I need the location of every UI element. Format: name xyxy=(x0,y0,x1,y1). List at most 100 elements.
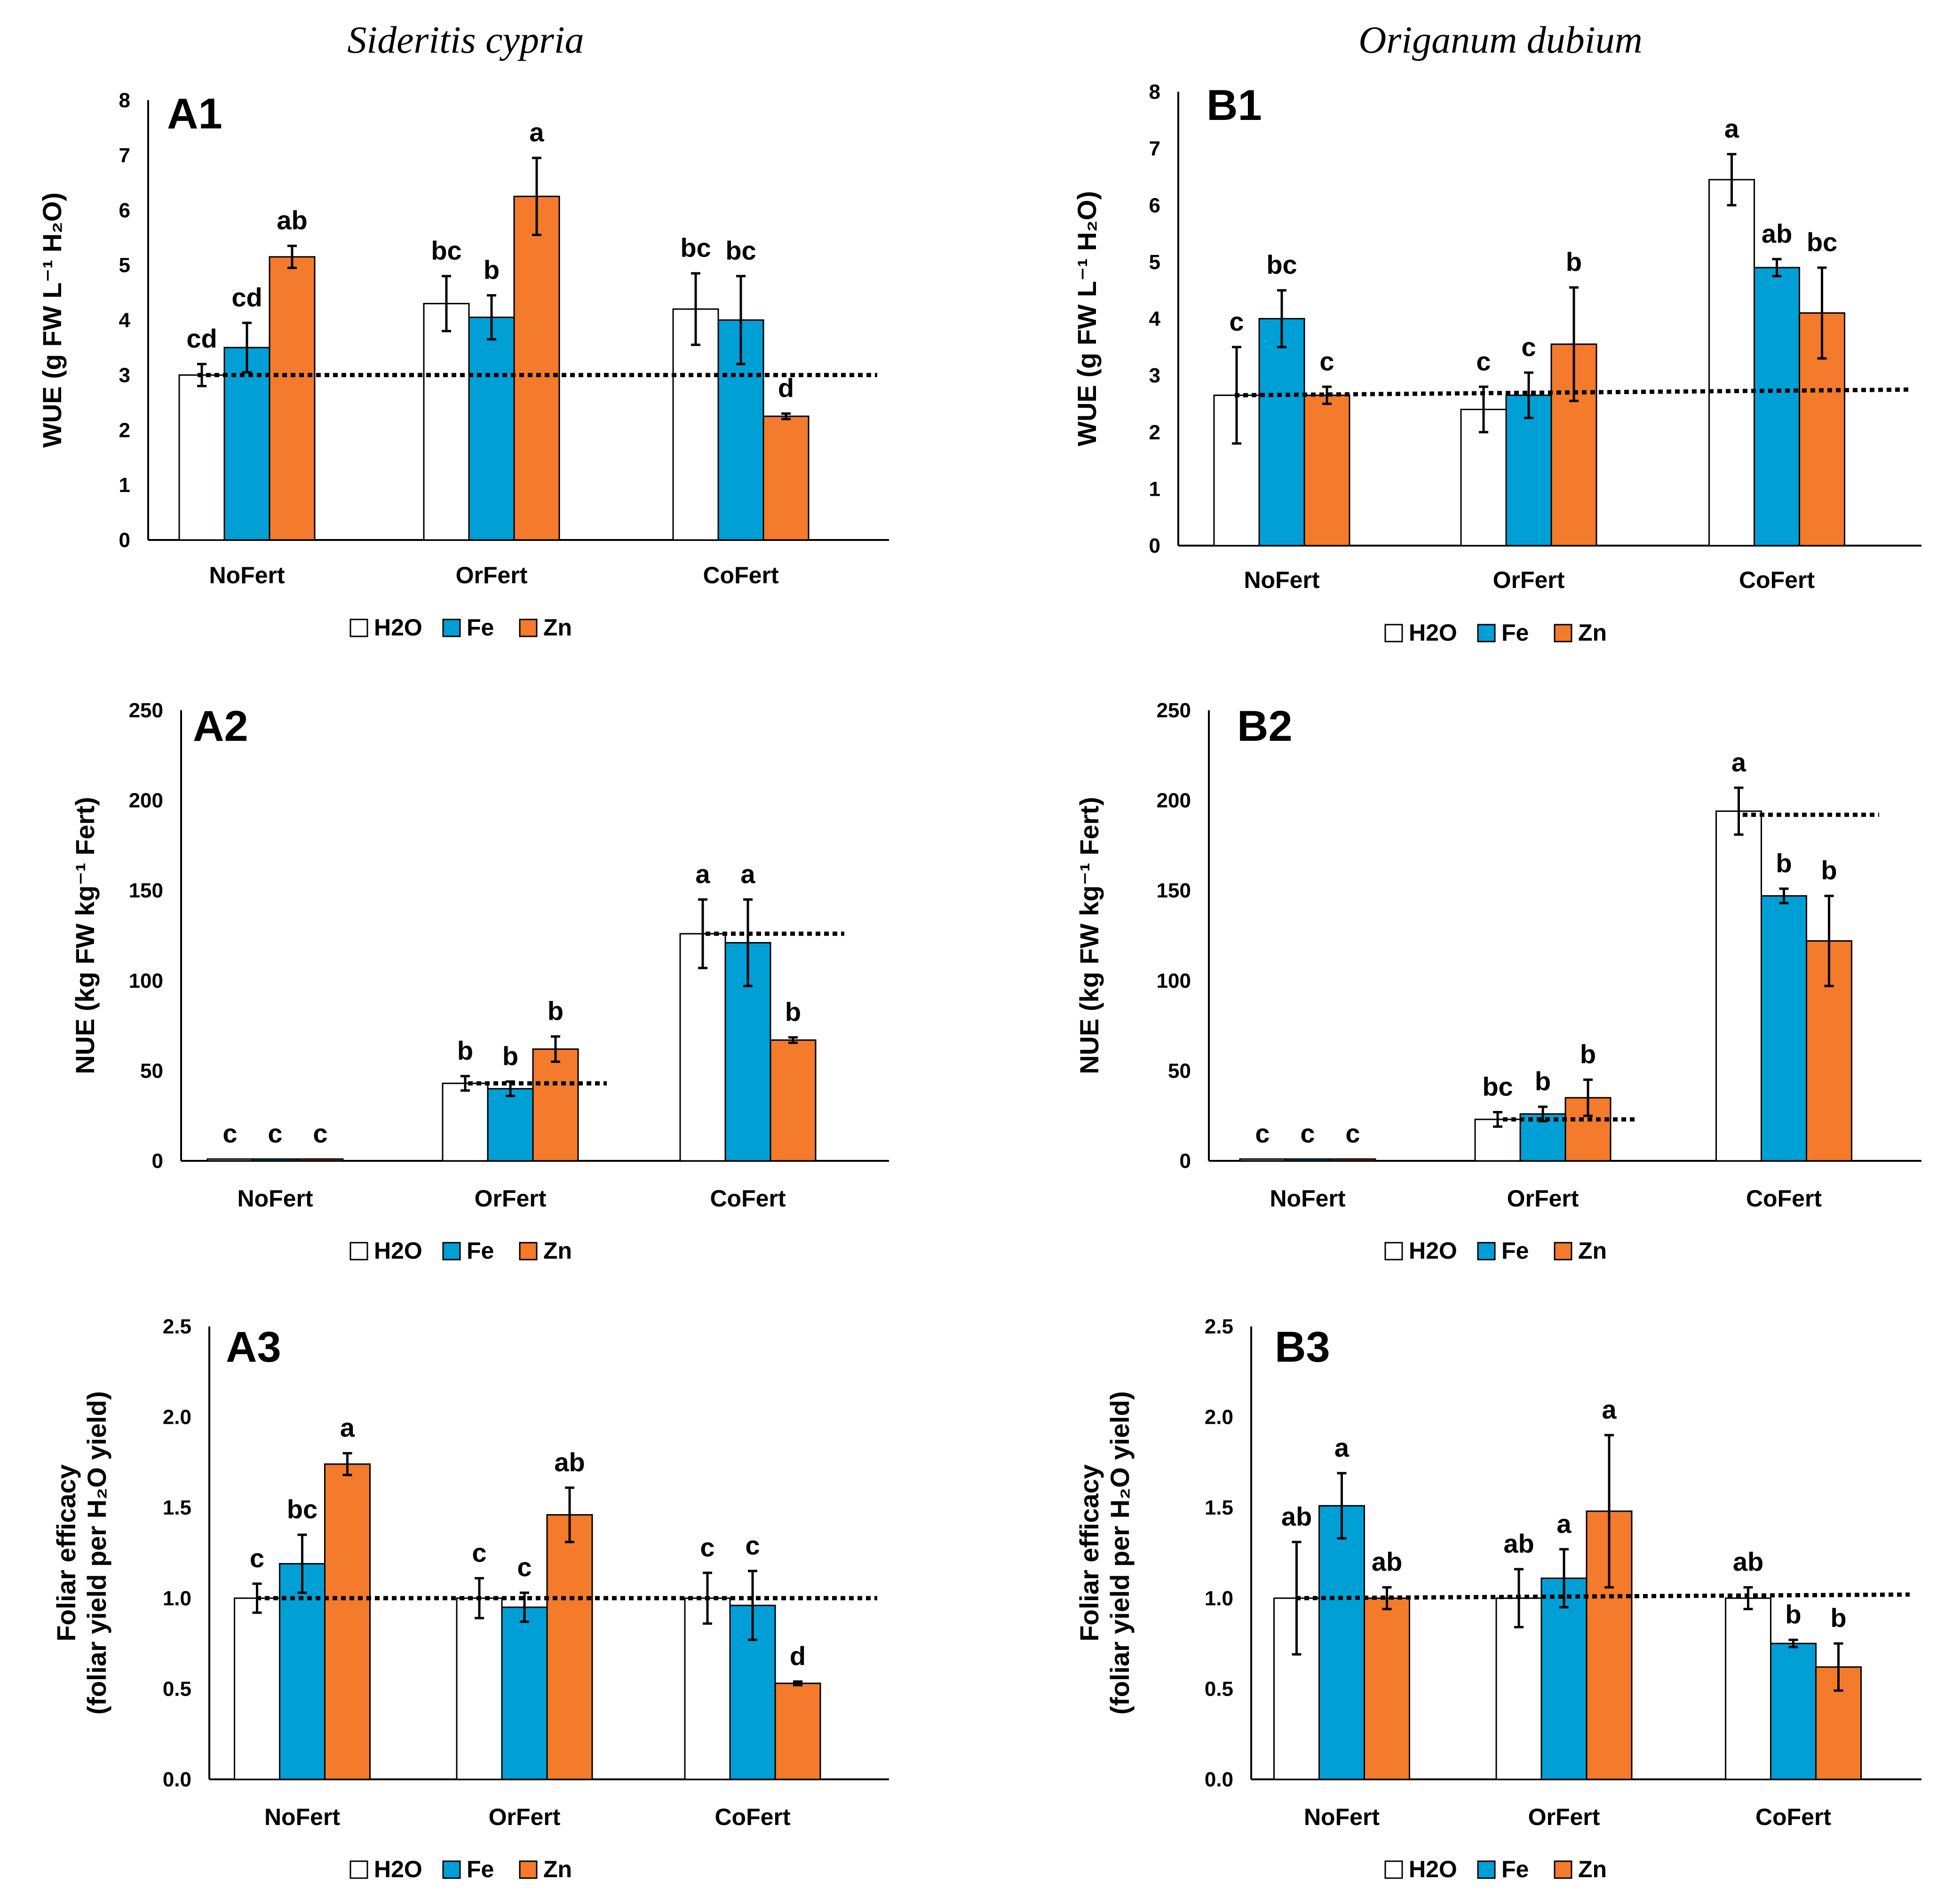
bar-zn-cofert xyxy=(774,1682,821,1780)
significance-letter: ab xyxy=(1503,1529,1534,1558)
y-tick-label: 2 xyxy=(1149,421,1160,444)
significance-letter: bc xyxy=(1266,250,1297,279)
significance-letter: d xyxy=(778,373,794,403)
y-tick-label: 100 xyxy=(129,969,163,992)
x-category-label: OrFert xyxy=(489,1804,561,1830)
legend-label-zn: Zn xyxy=(543,614,572,641)
legend-swatch-fe xyxy=(442,619,461,637)
legend-swatch-zn xyxy=(1554,624,1572,643)
y-tick-label: 1.0 xyxy=(1205,1587,1233,1610)
legend-label-h2o: H2O xyxy=(1409,1856,1457,1882)
y-tick-label: 2.5 xyxy=(1205,1315,1233,1338)
y-tick-label: 7 xyxy=(119,144,130,167)
y-tick-label: 0 xyxy=(152,1150,163,1173)
bar-fe-nofert xyxy=(1284,1158,1331,1162)
y-tick-label: 200 xyxy=(129,789,163,812)
bar-h2o-nofert xyxy=(234,1597,280,1780)
legend-label-h2o: H2O xyxy=(1409,1238,1457,1264)
legend-label-zn: Zn xyxy=(543,1238,572,1264)
legend-swatch-h2o xyxy=(349,619,368,637)
significance-letter: a xyxy=(340,1413,355,1443)
column-title-right: Origanum dubium xyxy=(1358,18,1643,61)
x-category-label: CoFert xyxy=(1739,567,1815,593)
significance-letter: bc xyxy=(680,233,711,262)
panel-label: A1 xyxy=(167,90,222,138)
legend-swatch-zn xyxy=(1554,1242,1572,1261)
significance-letter: c xyxy=(700,1532,714,1562)
legend-label-fe: Fe xyxy=(467,1856,494,1882)
legend-label-zn: Zn xyxy=(1578,1238,1607,1264)
legend-swatch-h2o xyxy=(349,1860,368,1879)
significance-letter: b xyxy=(1535,1066,1551,1096)
significance-letter: c xyxy=(1300,1119,1315,1148)
significance-letter: b xyxy=(1830,1603,1846,1633)
column-title-left: Sideritis cypria xyxy=(347,18,584,61)
y-tick-label: 3 xyxy=(1149,364,1160,387)
x-category-label: NoFert xyxy=(264,1804,340,1830)
bar-h2o-cofert xyxy=(1715,810,1762,1162)
significance-letter: bc xyxy=(1482,1072,1513,1102)
legend-swatch-h2o xyxy=(1384,1860,1403,1879)
significance-letter: c xyxy=(1345,1119,1360,1148)
legend-label-fe: Fe xyxy=(1501,1856,1529,1882)
legend-label-zn: Zn xyxy=(543,1856,572,1882)
x-category-label: NoFert xyxy=(1304,1804,1380,1830)
y-tick-label: 1 xyxy=(119,474,130,497)
significance-letter: b xyxy=(457,1036,473,1065)
bar-fe-orfert xyxy=(487,1088,534,1162)
legend-label-h2o: H2O xyxy=(374,614,422,641)
bar-h2o-cofert xyxy=(684,1597,731,1780)
y-tick-label: 0.0 xyxy=(1205,1768,1233,1791)
legend-swatch-fe xyxy=(442,1242,461,1261)
bar-zn-orfert xyxy=(546,1514,593,1780)
bar-h2o-orfert xyxy=(442,1082,489,1162)
significance-letter: ab xyxy=(1281,1501,1312,1531)
bar-fe-cofert xyxy=(1754,267,1800,547)
significance-letter: a xyxy=(1556,1509,1572,1539)
chart-panel-b3: 0.0 0.5 1.0 1.5 2.0 2.5 Foliar efficacy (foliar… xyxy=(1074,1315,1921,1882)
y-tick-label: 6 xyxy=(119,199,130,222)
y-tick-label: 5 xyxy=(1149,251,1160,274)
y-tick-label: 150 xyxy=(129,879,163,902)
y-tick-label: 0 xyxy=(1149,534,1160,557)
bar-h2o-orfert xyxy=(423,302,470,541)
significance-letter: a xyxy=(1334,1433,1350,1462)
significance-letter: cd xyxy=(186,324,217,353)
legend-swatch-h2o xyxy=(1384,1242,1403,1261)
bar-h2o-cofert xyxy=(1708,179,1755,547)
significance-letter: bc xyxy=(725,236,756,265)
legend-label-h2o: H2O xyxy=(374,1856,422,1882)
reference-line-dotted xyxy=(1295,1592,1910,1601)
bar-fe-nofert xyxy=(1258,318,1305,547)
significance-letter: c xyxy=(1521,332,1536,362)
y-tick-label: 150 xyxy=(1157,879,1191,902)
significance-letter: bc xyxy=(1807,227,1837,257)
x-category-label: CoFert xyxy=(1746,1185,1822,1212)
y-tick-label: 1.5 xyxy=(1205,1496,1233,1519)
x-category-label: OrFert xyxy=(1493,567,1565,593)
bar-zn-orfert xyxy=(513,196,560,541)
bar-h2o-nofert xyxy=(178,374,225,541)
bar-zn-nofert xyxy=(1364,1597,1410,1780)
panel-label: A3 xyxy=(226,1323,281,1371)
bar-fe-nofert xyxy=(223,347,270,541)
y-tick-label: 4 xyxy=(119,309,131,332)
legend-swatch-fe xyxy=(1477,624,1496,643)
significance-letter: ab xyxy=(554,1447,585,1477)
bar-fe-cofert xyxy=(1761,895,1807,1162)
y-tick-label: 1.0 xyxy=(163,1587,191,1610)
x-category-label: OrFert xyxy=(475,1185,547,1212)
significance-letter: b xyxy=(1580,1039,1596,1069)
bar-fe-orfert xyxy=(468,317,515,541)
bar-zn-nofert xyxy=(1303,394,1350,547)
bar-h2o-cofert xyxy=(672,308,719,541)
panel-label: B1 xyxy=(1207,81,1262,129)
y-tick-label: 0.0 xyxy=(163,1768,191,1791)
legend-label-h2o: H2O xyxy=(374,1238,422,1264)
legend-label-zn: Zn xyxy=(1578,619,1607,646)
y-tick-label: 2.5 xyxy=(163,1315,191,1338)
y-tick-label: 250 xyxy=(1157,699,1191,722)
panel-label: B2 xyxy=(1237,702,1293,750)
legend-swatch-h2o xyxy=(1384,624,1403,643)
